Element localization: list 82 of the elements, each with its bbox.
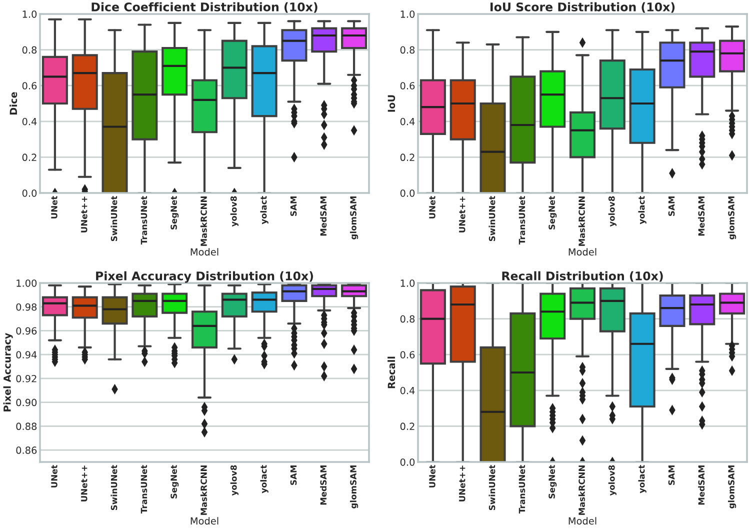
- chart-title: IoU Score Distribution (10x): [490, 2, 675, 13]
- y-tick-label: 0.0: [22, 189, 37, 197]
- x-tick-label: MedSAM: [698, 466, 705, 505]
- x-tick-label: SwinUNet: [110, 196, 118, 242]
- x-tick-label: TransUNet: [518, 196, 526, 245]
- y-tick-label: 0.2: [400, 154, 414, 162]
- x-tick-label: SegNet: [548, 464, 557, 498]
- x-tick-label: SwinUNet: [110, 464, 118, 510]
- x-tick-label: yolov8: [230, 465, 238, 496]
- x-tick-label: SwinUNet: [488, 196, 496, 242]
- x-tick-label: MedSAM: [320, 196, 327, 236]
- x-axis-title: Model: [568, 517, 596, 525]
- y-tick-label: 0.4: [22, 118, 37, 126]
- x-tick-label: yolact: [638, 196, 646, 224]
- y-axis-title: IoU: [388, 95, 396, 112]
- y-tick-label: 0.98: [16, 303, 37, 311]
- y-tick-label: 0.6: [400, 351, 415, 358]
- x-tick-label: MaskRCNN: [578, 466, 585, 515]
- y-tick-label: 0.92: [16, 374, 36, 382]
- x-tick-label: SAM: [290, 196, 297, 216]
- x-tick-label: UNet++: [459, 196, 466, 232]
- y-tick-label: 0.90: [16, 398, 37, 406]
- x-tick-label: UNet: [51, 464, 58, 488]
- x-tick-label: TransUNet: [140, 196, 148, 245]
- x-axis-title: Model: [190, 248, 218, 256]
- x-tick-label: UNet++: [459, 466, 466, 502]
- x-tick-label: MaskRCNN: [578, 196, 585, 246]
- y-axis-title: Dice: [10, 92, 18, 114]
- x-axis-title: Model: [190, 517, 218, 525]
- y-tick-label: 1.0: [400, 279, 415, 287]
- x-tick-label: SegNet: [170, 464, 179, 498]
- x-tick-label: SwinUNet: [488, 464, 496, 510]
- y-tick-label: 0.8: [400, 46, 415, 54]
- x-tick-label: SAM: [290, 466, 297, 485]
- x-tick-label: SAM: [668, 466, 675, 485]
- y-tick-label: 0.86: [16, 446, 37, 454]
- y-axis-title: Pixel Accuracy: [3, 332, 13, 412]
- x-tick-label: UNet: [429, 196, 436, 218]
- x-tick-label: glomSAM: [350, 466, 358, 508]
- y-tick-label: 0.96: [16, 327, 37, 335]
- x-tick-label: yolov8: [230, 196, 238, 227]
- x-tick-label: glomSAM: [728, 466, 736, 508]
- x-tick-label: MaskRCNN: [200, 196, 207, 246]
- x-tick-label: TransUNet: [140, 464, 148, 514]
- x-tick-label: SegNet: [170, 196, 179, 230]
- x-tick-label: UNet++: [81, 466, 88, 502]
- x-tick-label: UNet: [429, 464, 436, 488]
- chart-title: Pixel Accuracy Distribution (10x): [96, 271, 313, 283]
- y-tick-label: 0.0: [400, 458, 415, 466]
- x-tick-label: MaskRCNN: [200, 466, 207, 515]
- x-tick-label: SegNet: [548, 196, 557, 230]
- chart-title: Dice Coefficient Distribution (10x): [92, 2, 318, 13]
- y-tick-label: 0.88: [16, 422, 37, 430]
- chart-title: Recall Distribution (10x): [502, 271, 663, 282]
- y-axis-title: Recall: [388, 356, 396, 388]
- y-tick-label: 0.4: [400, 118, 415, 126]
- x-tick-label: MedSAM: [698, 196, 705, 236]
- x-tick-label: TransUNet: [518, 464, 526, 514]
- y-tick-label: 1.0: [400, 10, 415, 18]
- x-tick-label: glomSAM: [728, 196, 736, 240]
- x-axis-title: Model: [568, 248, 596, 256]
- y-tick-label: 0.94: [16, 351, 37, 358]
- y-tick-label: 1.0: [22, 10, 37, 18]
- x-tick-label: glomSAM: [350, 196, 358, 240]
- y-tick-label: 0.8: [22, 46, 37, 54]
- x-tick-label: yolact: [638, 464, 646, 494]
- y-tick-label: 0.8: [400, 315, 415, 323]
- y-tick-label: 0.4: [400, 386, 415, 394]
- y-tick-label: 1.00: [16, 279, 37, 287]
- y-tick-label: 0.6: [22, 82, 37, 90]
- y-tick-label: 0.6: [400, 82, 415, 90]
- x-tick-label: UNet++: [81, 196, 88, 232]
- x-tick-label: yolact: [260, 196, 268, 224]
- x-tick-label: yolov8: [608, 196, 616, 227]
- y-tick-label: 0.2: [22, 154, 36, 162]
- y-tick-label: 0.2: [400, 422, 414, 430]
- x-tick-label: UNet: [51, 196, 58, 218]
- x-tick-label: yolact: [260, 464, 268, 494]
- x-tick-label: SAM: [668, 196, 675, 216]
- x-tick-label: yolov8: [608, 465, 616, 496]
- y-tick-label: 0.0: [400, 189, 415, 197]
- x-tick-label: MedSAM: [320, 466, 327, 505]
